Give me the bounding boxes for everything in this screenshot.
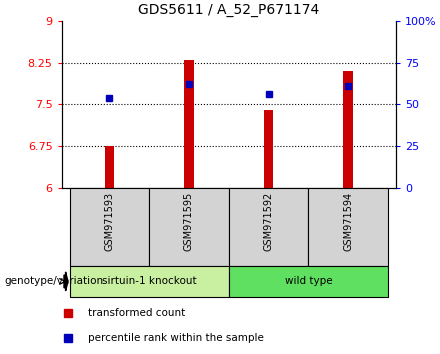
Text: GSM971593: GSM971593 xyxy=(104,192,114,251)
Bar xyxy=(308,188,388,266)
Bar xyxy=(264,110,273,188)
Text: wild type: wild type xyxy=(285,276,332,286)
Bar xyxy=(344,71,353,188)
Title: GDS5611 / A_52_P671174: GDS5611 / A_52_P671174 xyxy=(138,4,319,17)
Text: GSM971594: GSM971594 xyxy=(343,192,353,251)
Bar xyxy=(229,266,388,297)
Bar xyxy=(70,188,149,266)
Text: genotype/variation: genotype/variation xyxy=(4,276,103,286)
Text: percentile rank within the sample: percentile rank within the sample xyxy=(88,333,264,343)
Text: GSM971592: GSM971592 xyxy=(264,192,274,251)
Bar xyxy=(229,188,308,266)
Text: sirtuin-1 knockout: sirtuin-1 knockout xyxy=(102,276,197,286)
Text: GSM971595: GSM971595 xyxy=(184,192,194,251)
Bar xyxy=(149,188,229,266)
Bar xyxy=(70,266,229,297)
FancyArrow shape xyxy=(64,272,68,291)
Bar xyxy=(105,146,114,188)
Bar xyxy=(184,60,194,188)
Text: transformed count: transformed count xyxy=(88,308,186,318)
